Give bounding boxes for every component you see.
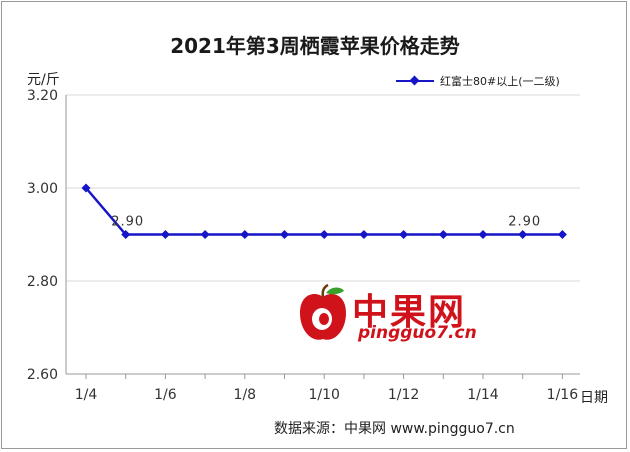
data-label: 2.90 [111,215,144,230]
x-tick-label: 1/4 [75,387,98,403]
data-point [518,230,528,239]
watermark-en: pingguo7.cn [358,323,477,343]
x-axis-unit: 日期 [580,390,608,406]
grid-layer [66,94,580,282]
data-point [399,230,409,239]
data-point [160,230,170,239]
y-axis-unit: 元/斤 [27,72,60,88]
x-tick-label: 1/10 [308,387,339,403]
data-point [478,230,488,239]
label-layer: 2.60 2.80 3.00 3.20 1/4 1/6 1/8 1/10 1/12 1/14 1/1… [27,88,578,403]
data-point [438,230,448,239]
data-point [121,230,131,239]
axis-layer [65,95,580,379]
legend-line-marker-icon [396,74,434,88]
y-tick-label: 2.60 [27,367,58,383]
legend: 红富士80#以上(一二级) [396,72,560,90]
data-source: 数据来源：中果网 www.pingguo7.cn [274,421,515,437]
apple-logo-icon [300,283,346,340]
data-point [557,230,567,239]
data-point [200,230,210,239]
series-layer [81,183,567,239]
x-tick-label: 1/8 [234,387,257,403]
y-tick-label: 3.20 [27,88,58,104]
legend-label: 红富士80#以上(一二级) [440,75,560,88]
x-tick-label: 1/14 [467,387,499,403]
series-line [85,187,563,236]
data-point [319,230,329,239]
data-label: 2.90 [508,215,541,230]
x-tick-label: 1/6 [154,387,177,403]
watermark-cn: 中果网 [352,292,467,333]
data-point [280,230,289,239]
x-tick-label: 1/12 [388,387,419,403]
y-tick-label: 3.00 [27,181,58,197]
data-point [81,183,91,193]
chart-title: 2021年第3周栖霞苹果价格走势 [170,34,460,58]
data-point [240,230,250,239]
data-point [359,230,369,239]
x-tick-label: 1/16 [547,387,579,403]
y-tick-label: 2.80 [27,274,58,290]
